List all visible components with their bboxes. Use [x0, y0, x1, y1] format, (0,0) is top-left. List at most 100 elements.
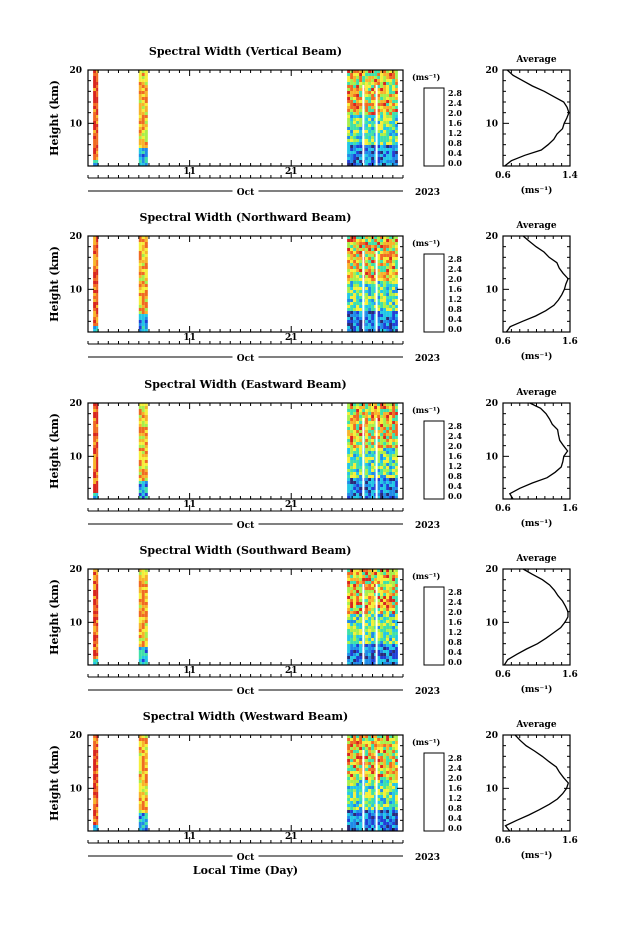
plot-frame [87, 69, 404, 167]
colorbar: (ms⁻¹) 2.82.42.01.61.20.80.40.0 [412, 238, 462, 334]
plot-frame [87, 235, 404, 333]
profile-y-tick-label: 20 [485, 731, 498, 741]
colorbar-tick-label: 0.4 [448, 481, 462, 491]
colorbar-unit: (ms⁻¹) [412, 72, 440, 82]
y-tick-label: 10 [69, 618, 82, 628]
profile-x-tick-label: 1.6 [562, 670, 578, 680]
y-axis-label: Height (km) [48, 246, 61, 322]
colorbar-unit: (ms⁻¹) [412, 238, 440, 248]
panel-title: Spectral Width (Northward Beam) [140, 211, 352, 224]
colorbar-tick-label: 2.0 [448, 773, 462, 783]
y-tick-label: 20 [69, 565, 82, 575]
colorbar-tick-label: 0.0 [448, 324, 462, 334]
x-tick-label: 11 [183, 832, 196, 842]
profile-title: Average [515, 221, 556, 231]
profile-x-label: (ms⁻¹) [521, 185, 553, 196]
profile-x-tick-label: 1.6 [562, 836, 578, 846]
profile-x-label: (ms⁻¹) [521, 351, 553, 362]
profile-y-tick-label: 20 [485, 565, 498, 575]
profile-line [505, 235, 569, 333]
heatmap-cells [93, 569, 398, 665]
month-label: Oct [237, 687, 255, 697]
colorbar-tick-label: 0.0 [448, 823, 462, 833]
x-tick-label: 21 [285, 333, 298, 343]
colorbar-tick-label: 1.2 [448, 128, 462, 138]
profile-x-tick-label: 1.4 [562, 171, 578, 181]
profile-y-tick-label: 10 [485, 618, 498, 628]
y-axis-label: Height (km) [48, 80, 61, 156]
colorbar-tick-label: 2.8 [448, 587, 462, 597]
colorbar-tick-label: 1.6 [448, 451, 462, 461]
profile-y-tick-label: 10 [485, 119, 498, 129]
colorbar-tick-label: 2.4 [448, 597, 462, 607]
profile-line [503, 568, 569, 666]
year-label: 2023 [415, 853, 440, 863]
colorbar-tick-label: 0.0 [448, 491, 462, 501]
y-tick-label: 20 [69, 399, 82, 409]
heatmap-cells [93, 403, 398, 499]
year-label: 2023 [415, 687, 440, 697]
profile-title: Average [515, 55, 556, 65]
colorbar-tick-label: 0.4 [448, 813, 462, 823]
colorbar-tick-label: 0.8 [448, 138, 462, 148]
profile-frame [502, 568, 571, 666]
profile-x-tick-label: 0.6 [495, 836, 511, 846]
profile-y-tick-label: 10 [485, 784, 498, 794]
x-tick-label: 11 [183, 333, 196, 343]
panel-title: Spectral Width (Southward Beam) [139, 544, 351, 557]
colorbar-tick-label: 2.4 [448, 763, 462, 773]
year-label: 2023 [415, 521, 440, 531]
colorbar-tick-label: 2.4 [448, 264, 462, 274]
panel-title: Spectral Width (Eastward Beam) [144, 378, 346, 391]
panel-2: Spectral Width (Northward Beam) 10 20 11 21 O… [48, 211, 578, 364]
colorbar-tick-label: 2.4 [448, 431, 462, 441]
profile-line [504, 734, 570, 832]
colorbar-tick-label: 0.4 [448, 314, 462, 324]
profile-plot: Average 10 20 0.6 1.6 (ms⁻¹) [485, 554, 577, 695]
y-tick-label: 20 [69, 731, 82, 741]
colorbar: (ms⁻¹) 2.82.42.01.61.20.80.40.0 [412, 571, 462, 667]
colorbar-tick-label: 2.0 [448, 607, 462, 617]
colorbar-tick-label: 0.0 [448, 158, 462, 168]
panel-1: Spectral Width (Vertical Beam) 10 20 11 21 Oc… [48, 45, 578, 198]
profile-x-tick-label: 0.6 [495, 171, 511, 181]
colorbar: (ms⁻¹) 2.82.42.01.61.20.80.40.0 [412, 737, 462, 833]
y-axis-label: Height (km) [48, 745, 61, 821]
profile-x-tick-label: 0.6 [495, 670, 511, 680]
profile-x-label: (ms⁻¹) [521, 850, 553, 861]
colorbar-tick-label: 1.6 [448, 617, 462, 627]
y-tick-label: 20 [69, 66, 82, 76]
colorbar-unit: (ms⁻¹) [412, 405, 440, 415]
colorbar-tick-label: 0.8 [448, 304, 462, 314]
plot-frame [87, 734, 404, 832]
month-label: Oct [237, 853, 255, 863]
x-tick-label: 21 [285, 167, 298, 177]
plot-frame [87, 568, 404, 666]
colorbar-tick-label: 2.0 [448, 274, 462, 284]
colorbar-tick-label: 2.8 [448, 88, 462, 98]
profile-title: Average [515, 388, 556, 398]
profile-frame [502, 235, 571, 333]
y-tick-label: 10 [69, 119, 82, 129]
x-axis-label: Local Time (Day) [193, 864, 298, 877]
colorbar-tick-label: 2.0 [448, 441, 462, 451]
panel-5: Spectral Width (Westward Beam) 10 20 11 21 Oc… [48, 710, 578, 877]
colorbar-tick-label: 0.8 [448, 637, 462, 647]
profile-y-tick-label: 20 [485, 66, 498, 76]
heatmap-cells [93, 70, 398, 166]
colorbar-tick-label: 1.2 [448, 294, 462, 304]
colorbar-tick-label: 0.0 [448, 657, 462, 667]
panel-title: Spectral Width (Vertical Beam) [149, 45, 342, 58]
colorbar-tick-label: 1.2 [448, 627, 462, 637]
x-tick-label: 11 [183, 666, 196, 676]
colorbar-tick-label: 0.8 [448, 471, 462, 481]
profile-line [504, 69, 570, 167]
heatmap-cells [93, 735, 398, 831]
profile-plot: Average 10 20 0.6 1.4 (ms⁻¹) [485, 55, 577, 196]
plot-frame [87, 402, 404, 500]
x-tick-label: 11 [183, 167, 196, 177]
panel-3: Spectral Width (Eastward Beam) 10 20 11 21 Oc… [48, 378, 578, 531]
panel-title: Spectral Width (Westward Beam) [143, 710, 348, 723]
profile-x-tick-label: 0.6 [495, 504, 511, 514]
